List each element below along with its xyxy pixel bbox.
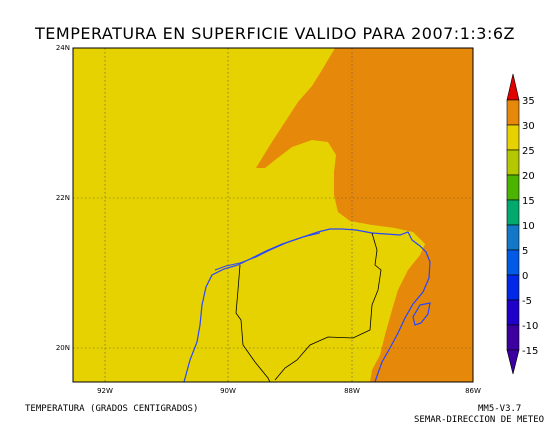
colorbar-segment — [506, 249, 520, 276]
colorbar-bottom-arrow — [506, 349, 520, 375]
state-borders — [235, 232, 382, 382]
inner-coast-outline — [214, 232, 321, 271]
footer-agency-label: SEMAR-DIRECCION DE METEO — [414, 415, 545, 425]
colorbar-top-arrow — [506, 73, 520, 101]
lon-label-90w: 90W — [220, 387, 236, 395]
lat-label-24n: 24N — [56, 44, 70, 52]
colorbar-segment — [506, 224, 520, 251]
lat-label-20n: 20N — [56, 344, 70, 352]
yucatan-coastline — [183, 228, 431, 382]
colorbar-tick-label: 15 — [522, 196, 535, 207]
colorbar-segment — [506, 274, 520, 301]
map-title: TEMPERATURA EN SUPERFICIE VALIDO PARA 20… — [35, 24, 515, 43]
colorbar-tick-label: 25 — [522, 146, 535, 157]
colorbar-segment — [506, 174, 520, 201]
footer-model-label: MM5-V3.7 — [478, 404, 522, 414]
lat-label-22n: 22N — [56, 194, 70, 202]
colorbar-tick-label: 35 — [522, 96, 535, 107]
colorbar-tick-label: -15 — [522, 346, 538, 357]
colorbar-segment — [506, 99, 520, 126]
map-area — [73, 48, 473, 382]
colorbar-segment — [506, 124, 520, 151]
temp-band-25-30 — [256, 48, 473, 382]
colorbar-tick-label: 30 — [522, 121, 535, 132]
map-frame — [72, 47, 474, 383]
colorbar-tick-label: 5 — [522, 246, 528, 257]
colorbar-tick-label: 10 — [522, 221, 535, 232]
lat-lon-grid — [73, 48, 473, 382]
colorbar-tick-label: -10 — [522, 321, 538, 332]
colorbar-segment — [506, 299, 520, 326]
colorbar-segment — [506, 324, 520, 351]
colorbar-tick-label: -5 — [522, 296, 532, 307]
colorbar-segment — [506, 149, 520, 176]
colorbar-tick-label: 0 — [522, 271, 528, 282]
lon-label-88w: 88W — [344, 387, 360, 395]
lon-label-86w: 86W — [465, 387, 481, 395]
lon-label-92w: 92W — [97, 387, 113, 395]
footer-variable-label: TEMPERATURA (GRADOS CENTIGRADOS) — [25, 404, 199, 414]
colorbar-tick-label: 20 — [522, 171, 535, 182]
colorbar: 35 30 25 20 15 10 5 0 -5 -10 -15 — [506, 73, 538, 375]
cozumel-island — [412, 302, 431, 326]
colorbar-segment — [506, 199, 520, 226]
